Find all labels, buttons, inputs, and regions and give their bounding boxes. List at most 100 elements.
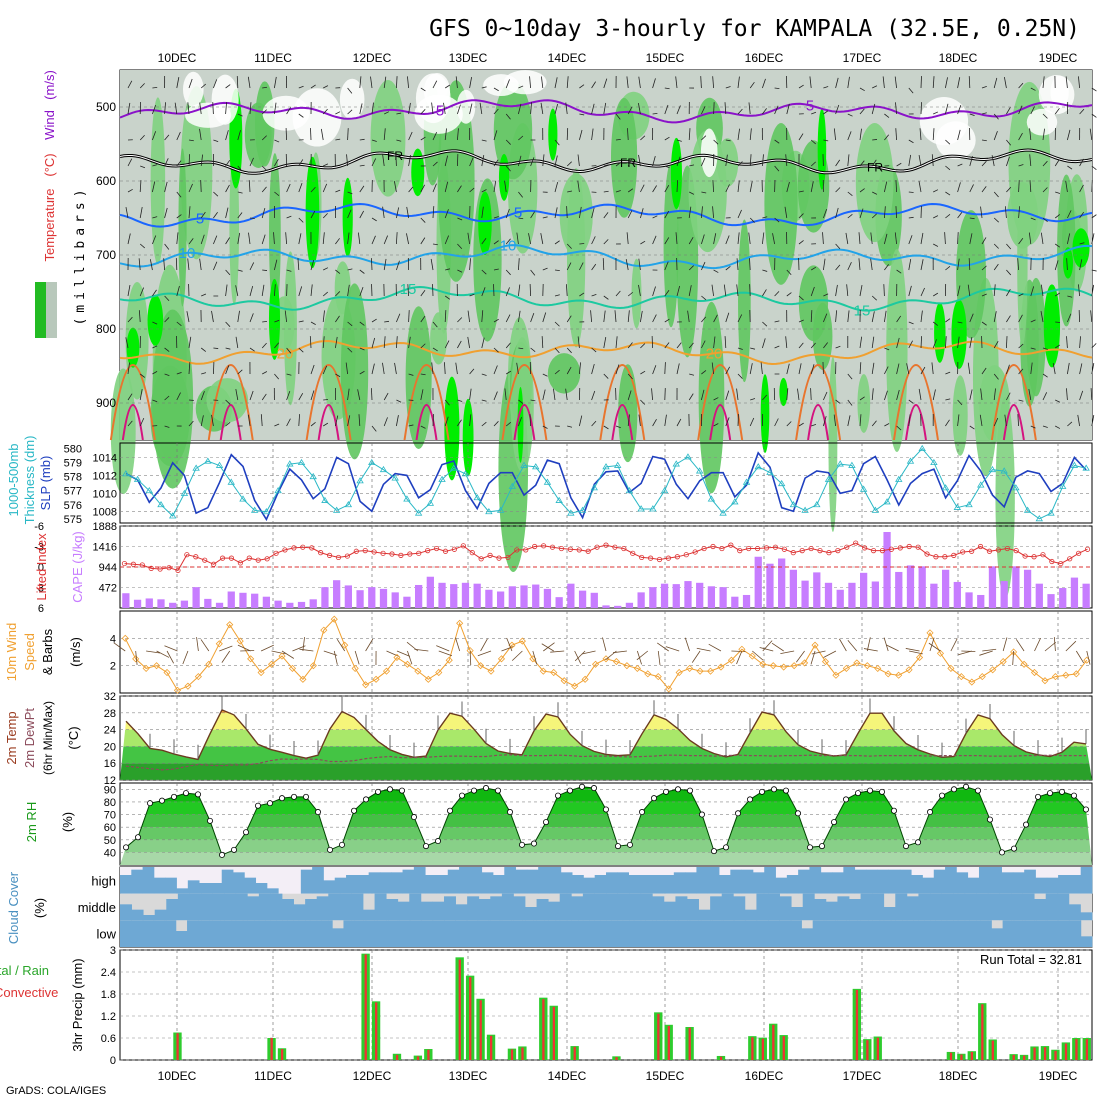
- wind-barb: [225, 269, 231, 276]
- rh2m-label: 2m RH: [24, 802, 39, 842]
- cloud-unit-label: (%): [32, 898, 47, 918]
- temp-tick: 20: [104, 741, 116, 753]
- wind-barb: [152, 289, 157, 297]
- date-label-top: 10DEC: [158, 51, 197, 65]
- wind-barb: [540, 233, 544, 245]
- wind-speed-point: [550, 668, 558, 677]
- cloud-cell: [142, 867, 155, 894]
- wind-barb: [969, 113, 975, 116]
- wind-barb: [213, 235, 218, 245]
- wind-tick: 2: [110, 661, 116, 673]
- wind-barb: [200, 391, 205, 401]
- lifted-index-point: [1031, 554, 1037, 560]
- thickness-point: [906, 457, 915, 464]
- wind-speed-point: [1030, 668, 1039, 677]
- rh-point: [482, 785, 489, 792]
- wind-barb: [774, 87, 780, 90]
- wind-barb: [725, 139, 731, 142]
- wind-barb: [908, 258, 912, 271]
- wind-barb: [457, 104, 461, 115]
- cloud-cell: [667, 920, 680, 947]
- wind-barb: [871, 311, 875, 323]
- wind-barb: [920, 102, 922, 115]
- cloud-cell: [629, 893, 642, 921]
- lifted-index-point: [318, 550, 324, 556]
- cloud-cell: [1080, 936, 1093, 947]
- precip-convective-bar: [772, 1024, 775, 1060]
- cloud-cell: [522, 920, 534, 947]
- cloud-cell: [143, 915, 156, 921]
- wind-barb: [1054, 108, 1060, 115]
- wind-barb: [335, 415, 339, 427]
- cloud-cell: [918, 893, 931, 921]
- rh-tick: 80: [104, 797, 116, 809]
- cloud-cell: [363, 909, 375, 921]
- date-label-bottom: 17DEC: [843, 1069, 882, 1083]
- rh-saturated-cell: [934, 302, 946, 363]
- thickness-point: [368, 458, 376, 466]
- wind-barb: [579, 84, 585, 89]
- wind-barb: [1006, 186, 1012, 193]
- cloud-layer-label: middle: [78, 900, 116, 915]
- surface-wind-barb: [1044, 641, 1057, 652]
- wind-speed-point: [947, 664, 955, 672]
- thickness-point: [332, 506, 341, 513]
- wind-barb: [785, 336, 788, 349]
- thickness-label: 1000-500mb: [6, 444, 21, 517]
- wind-barb: [980, 206, 983, 219]
- wind-speed-point: [539, 667, 547, 675]
- wind-barb: [347, 268, 353, 271]
- surface-wind-barb: [581, 650, 596, 655]
- wind-barb: [749, 81, 755, 89]
- wind-barb: [713, 139, 719, 145]
- wind-barb: [993, 131, 998, 141]
- cloud-cell: [578, 920, 590, 947]
- wind-barb: [957, 285, 961, 297]
- wind-barb: [286, 390, 291, 401]
- diurnal-contour: [990, 364, 1037, 441]
- lifted-index-point: [442, 548, 449, 554]
- lifted-index-point: [576, 547, 582, 553]
- cloud-cell: [548, 901, 561, 921]
- wind-barb: [664, 362, 666, 375]
- cloud-cell: [964, 893, 977, 921]
- wind-barb: [725, 417, 730, 427]
- surface-wind-barb: [281, 650, 295, 659]
- wind-barb: [298, 286, 303, 297]
- thickness-point: [731, 498, 739, 505]
- wind-barb: [493, 268, 499, 271]
- precip-tick: 1.8: [101, 989, 116, 1001]
- wind-barb: [640, 240, 646, 245]
- lifted-index-point: [532, 543, 538, 550]
- surface-wind-barb: [752, 650, 764, 661]
- wind-barb: [749, 284, 751, 297]
- cloud-cell: [166, 899, 179, 921]
- wind-barb: [1006, 289, 1011, 297]
- thickness-point: [180, 489, 189, 496]
- wind-barb: [518, 103, 522, 115]
- wind-barb: [285, 128, 287, 141]
- wind-speed-point: [1020, 660, 1028, 668]
- thickness-point: [813, 500, 821, 508]
- diurnal-contour-hot: [904, 404, 927, 441]
- wind-barb: [213, 212, 218, 219]
- wind-barb: [225, 321, 231, 327]
- diurnal-contour-hot: [709, 404, 732, 441]
- wind-barb: [249, 347, 255, 352]
- temp-tick: 16: [104, 758, 116, 770]
- rh-dry-cell: [919, 96, 969, 146]
- wind-barb: [798, 319, 804, 323]
- wind-barb: [493, 284, 495, 297]
- lifted-index-point: [701, 545, 707, 552]
- wind-barb: [188, 336, 192, 349]
- temp-unit-label: (°C): [66, 726, 81, 749]
- wind-speed-point: [320, 626, 328, 634]
- thickness-tick: 579: [64, 458, 82, 470]
- cape-bar: [977, 594, 985, 608]
- wind-barb: [310, 390, 315, 401]
- cloud-cell: [899, 869, 912, 894]
- diurnal-contour: [305, 364, 352, 441]
- cape-bar: [1070, 577, 1079, 608]
- wind-barb: [249, 157, 254, 167]
- cape-bar: [133, 599, 142, 608]
